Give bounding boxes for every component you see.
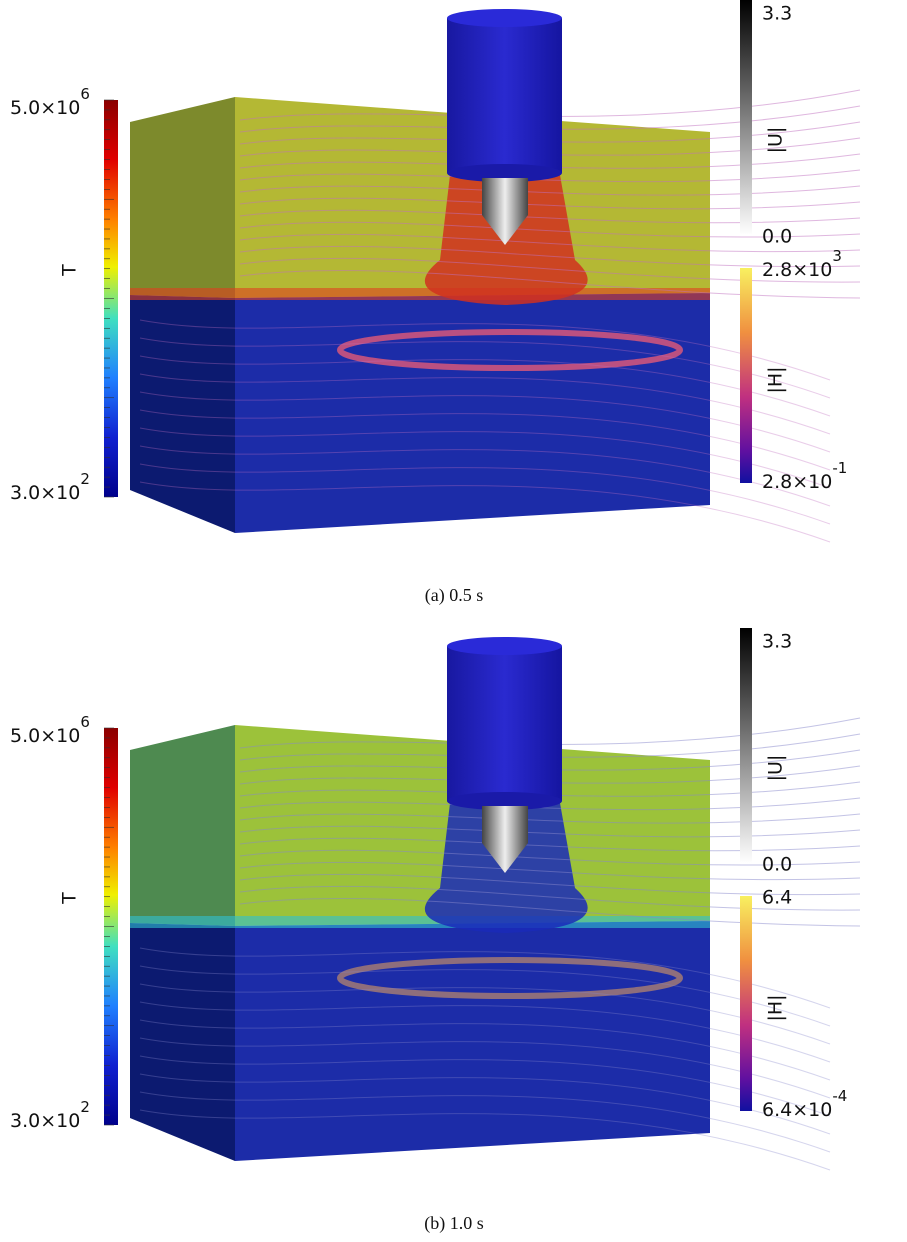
colorbar-t-max: 5.0×106 bbox=[10, 713, 90, 747]
colorbar-h-min-exponent: -4 bbox=[832, 1087, 847, 1105]
colorbar-t-min-base: 3.0×10 bbox=[10, 1110, 80, 1132]
colorbar-t-min: 3.0×102 bbox=[10, 470, 90, 504]
colorbar-u bbox=[740, 628, 752, 863]
colorbar-t-max-exponent: 6 bbox=[80, 85, 90, 103]
colorbar-t-max: 5.0×106 bbox=[10, 85, 90, 119]
colorbar-h-min: 2.8×10-1 bbox=[762, 459, 847, 493]
colorbar-h-min: 6.4×10-4 bbox=[762, 1087, 847, 1121]
interface-glow bbox=[130, 916, 710, 928]
colorbar-h-title: |H| bbox=[765, 366, 787, 393]
box-left-top bbox=[130, 97, 235, 298]
box-front-bottom bbox=[235, 921, 710, 1161]
colorbar-t-max-base: 5.0×10 bbox=[10, 725, 80, 747]
panel: 5.0×106 3.0×102 T 3.3 0.0 |U| 6.4 6.4×10-4 |H| (b… bbox=[10, 628, 860, 1234]
colorbar-t-min-base: 3.0×10 bbox=[10, 482, 80, 504]
colorbar-h-max-exponent: 3 bbox=[832, 247, 842, 265]
electrode-top bbox=[447, 637, 562, 655]
panel: 5.0×1063.0×102T3.30.0|U|2.8×1032.8×10-1|… bbox=[10, 0, 860, 606]
colorbar-h-max-base: 2.8×10 bbox=[762, 259, 832, 281]
interface-glow bbox=[130, 288, 710, 300]
colorbar-t-min: 3.0×102 bbox=[10, 1098, 90, 1132]
box-left-top bbox=[130, 725, 235, 926]
electrode-body bbox=[447, 18, 562, 173]
colorbar-h bbox=[740, 896, 752, 1111]
colorbar-u-min: 0.0 bbox=[762, 226, 792, 248]
colorbar-t-min-exponent: 2 bbox=[80, 1098, 90, 1116]
box-left-bottom bbox=[130, 923, 235, 1161]
colorbar-u bbox=[740, 0, 752, 235]
box-left-bottom bbox=[130, 295, 235, 533]
colorbar-t-max-exponent: 6 bbox=[80, 713, 90, 731]
colorbar-u-title: |U| bbox=[765, 127, 787, 154]
colorbar-h-max: 6.4 bbox=[762, 887, 792, 909]
colorbar-h-min-exponent: -1 bbox=[832, 459, 847, 477]
colorbar-h-min-base: 2.8×10 bbox=[762, 471, 832, 493]
colorbar-h-min-base: 6.4×10 bbox=[762, 1099, 832, 1121]
electrode-top bbox=[447, 9, 562, 27]
colorbar-h-title: |H| bbox=[765, 994, 787, 1021]
colorbar-u-title: |U| bbox=[765, 755, 787, 782]
caption: (b) 1.0 s bbox=[424, 1213, 484, 1234]
colorbar-u-max: 3.3 bbox=[762, 3, 792, 25]
figure: 5.0×1063.0×102T3.30.0|U|2.8×1032.8×10-1|… bbox=[0, 0, 907, 1242]
caption: (a) 0.5 s bbox=[425, 585, 483, 606]
electrode-body bbox=[447, 646, 562, 801]
colorbar-u-min: 0.0 bbox=[762, 854, 792, 876]
colorbar-t-min-exponent: 2 bbox=[80, 470, 90, 488]
colorbar-h bbox=[740, 268, 752, 483]
colorbar-t-title: T bbox=[59, 892, 81, 905]
box-front-bottom bbox=[235, 293, 710, 533]
colorbar-t-max-base: 5.0×10 bbox=[10, 97, 80, 119]
colorbar-u-max: 3.3 bbox=[762, 631, 792, 653]
colorbar-t-title: T bbox=[59, 264, 81, 277]
